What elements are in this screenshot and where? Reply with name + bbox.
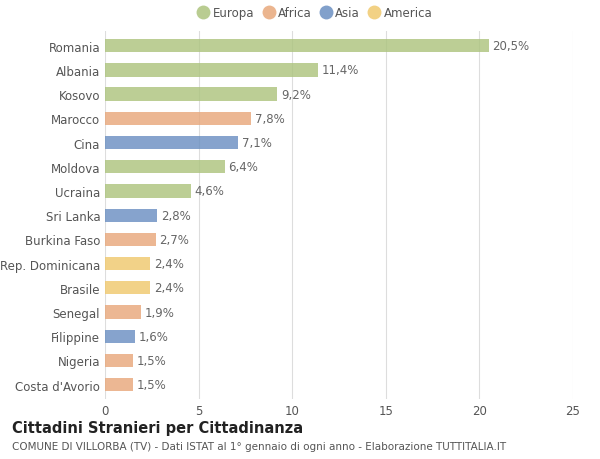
Bar <box>105 306 140 319</box>
Bar <box>105 88 277 101</box>
Text: 9,2%: 9,2% <box>281 89 311 101</box>
Bar <box>105 330 135 343</box>
Bar <box>105 257 150 271</box>
Bar <box>105 137 238 150</box>
Text: 2,7%: 2,7% <box>159 234 189 246</box>
Text: 2,8%: 2,8% <box>161 209 191 222</box>
Bar <box>105 64 319 78</box>
Text: 7,1%: 7,1% <box>242 137 272 150</box>
Text: 1,9%: 1,9% <box>145 306 174 319</box>
Bar <box>105 281 150 295</box>
Bar <box>105 209 157 222</box>
Bar <box>105 354 133 367</box>
Text: 4,6%: 4,6% <box>195 185 225 198</box>
Text: 6,4%: 6,4% <box>229 161 259 174</box>
Text: 7,8%: 7,8% <box>255 112 284 126</box>
Text: Cittadini Stranieri per Cittadinanza: Cittadini Stranieri per Cittadinanza <box>12 420 303 435</box>
Bar <box>105 185 191 198</box>
Legend: Europa, Africa, Asia, America: Europa, Africa, Asia, America <box>196 5 435 22</box>
Text: 2,4%: 2,4% <box>154 282 184 295</box>
Bar <box>105 112 251 126</box>
Bar <box>105 233 155 246</box>
Text: 11,4%: 11,4% <box>322 64 359 77</box>
Text: 1,6%: 1,6% <box>139 330 169 343</box>
Bar <box>105 161 225 174</box>
Bar <box>105 378 133 392</box>
Text: 2,4%: 2,4% <box>154 257 184 270</box>
Text: COMUNE DI VILLORBA (TV) - Dati ISTAT al 1° gennaio di ogni anno - Elaborazione T: COMUNE DI VILLORBA (TV) - Dati ISTAT al … <box>12 441 506 451</box>
Text: 20,5%: 20,5% <box>493 40 530 53</box>
Bar <box>105 40 489 53</box>
Text: 1,5%: 1,5% <box>137 378 167 392</box>
Text: 1,5%: 1,5% <box>137 354 167 367</box>
